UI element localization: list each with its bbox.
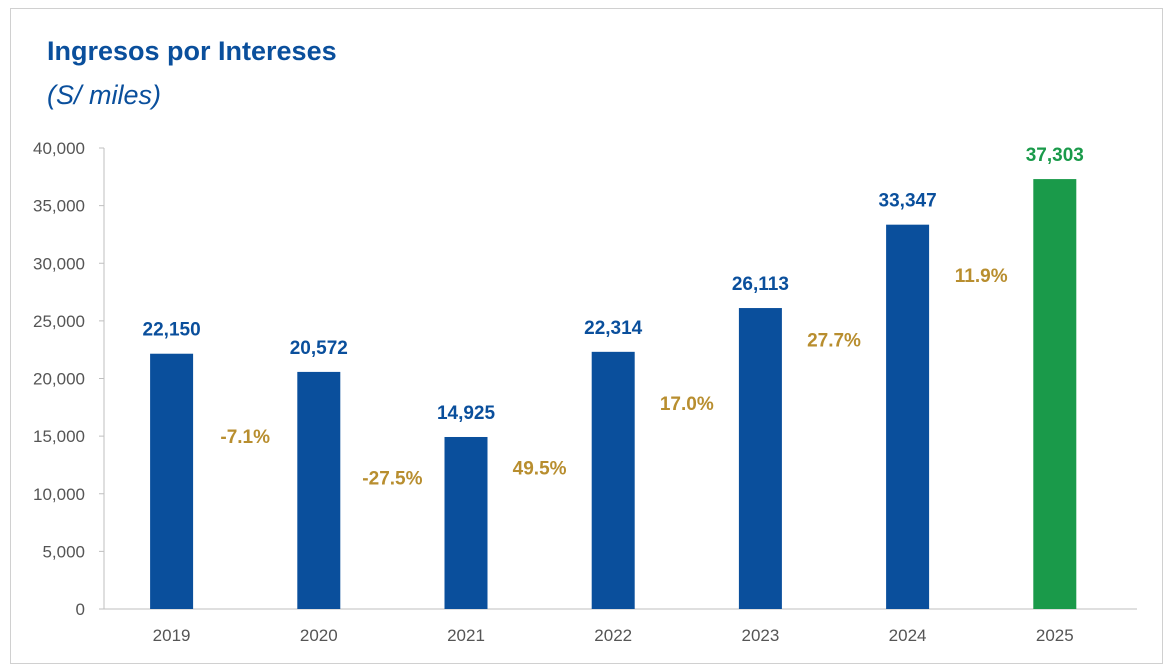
- x-tick-label-2019: 2019: [153, 626, 191, 645]
- bar-2021: [444, 436, 488, 609]
- x-tick-label-2022: 2022: [594, 626, 632, 645]
- x-tick-label-2020: 2020: [300, 626, 338, 645]
- bar-2023: [738, 308, 782, 609]
- value-label-2025: 37,303: [1026, 145, 1084, 166]
- y-tick-label: 15,000: [33, 427, 85, 446]
- x-tick-label-2023: 2023: [741, 626, 779, 645]
- value-label-2023: 26,113: [732, 274, 789, 295]
- value-label-2021: 14,925: [437, 403, 496, 424]
- growth-label: -27.5%: [362, 468, 422, 489]
- value-label-2022: 22,314: [584, 318, 643, 339]
- y-tick-label: 25,000: [33, 312, 85, 331]
- growth-label: -7.1%: [220, 427, 270, 448]
- bar-2025: [1033, 179, 1077, 609]
- bar-2022: [591, 351, 635, 609]
- y-tick-label: 10,000: [33, 485, 85, 504]
- chart-title: Ingresos por Intereses: [47, 36, 337, 66]
- y-tick-label: 20,000: [33, 370, 85, 389]
- chart-subtitle: (S/ miles): [47, 80, 161, 110]
- growth-label: 17.0%: [660, 394, 714, 415]
- y-tick-label: 30,000: [33, 254, 85, 273]
- y-tick-label: 40,000: [33, 139, 85, 158]
- x-tick-label-2021: 2021: [447, 626, 485, 645]
- bar-2024: [886, 224, 930, 609]
- value-label-2019: 22,150: [143, 320, 201, 341]
- chart-frame: [10, 8, 1163, 664]
- value-label-2020: 20,572: [290, 338, 348, 359]
- y-tick-label: 5,000: [42, 542, 85, 561]
- x-tick-label-2024: 2024: [889, 626, 927, 645]
- y-tick-label: 35,000: [33, 197, 85, 216]
- y-tick-label: 0: [76, 600, 85, 619]
- bar-2020: [297, 371, 341, 609]
- growth-label: 49.5%: [513, 458, 567, 479]
- value-label-2024: 33,347: [879, 191, 937, 212]
- x-tick-label-2025: 2025: [1036, 626, 1074, 645]
- bar-2019: [150, 353, 194, 609]
- growth-label: 11.9%: [955, 266, 1008, 287]
- growth-label: 27.7%: [807, 330, 861, 351]
